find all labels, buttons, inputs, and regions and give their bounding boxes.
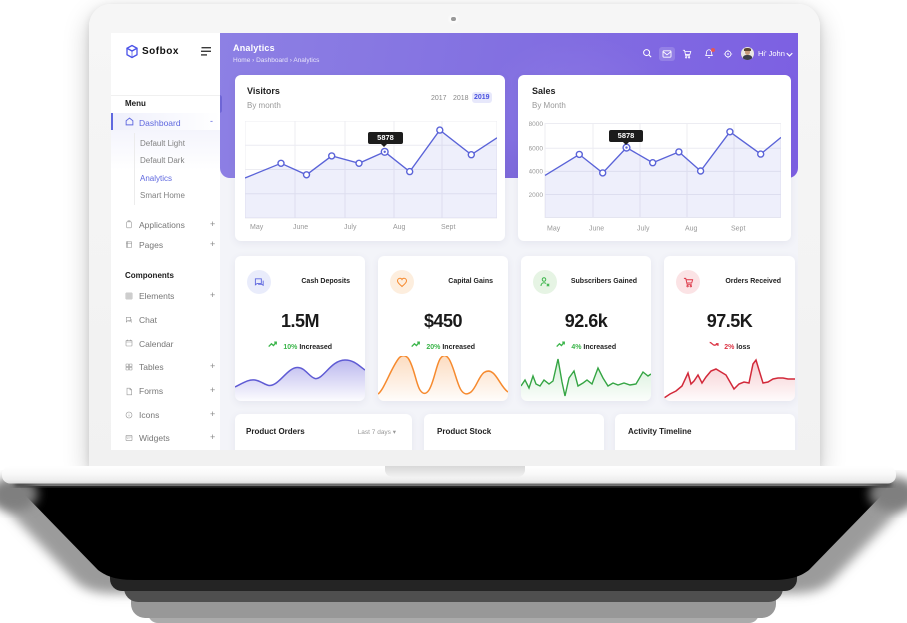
svg-text:July: July xyxy=(344,224,357,231)
svg-text:June: June xyxy=(589,226,604,233)
svg-text:June: June xyxy=(293,224,308,231)
svg-text:8000: 8000 xyxy=(529,121,543,128)
svg-text:Aug: Aug xyxy=(393,224,406,231)
svg-text:2000: 2000 xyxy=(529,192,543,199)
svg-text:4000: 4000 xyxy=(529,169,543,176)
svg-text:July: July xyxy=(637,226,650,233)
svg-text:May: May xyxy=(547,226,561,233)
svg-text:Sept: Sept xyxy=(731,226,745,233)
svg-text:6000: 6000 xyxy=(529,146,543,153)
svg-text:May: May xyxy=(250,224,264,231)
svg-text:Aug: Aug xyxy=(685,226,698,233)
svg-text:Sept: Sept xyxy=(441,224,455,231)
